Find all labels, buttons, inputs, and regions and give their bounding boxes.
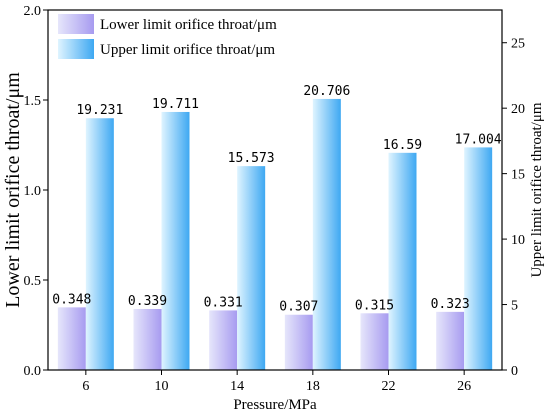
data-labels-layer: 0.348 19.231 0.339 19.711 0.331 15.573 0.307 20… — [52, 84, 502, 315]
legend-label-lower: Lower limit orifice throat/μm — [100, 17, 277, 33]
x-tick-label-6: 6 — [82, 379, 89, 394]
bar-lower-14 — [209, 310, 238, 370]
bar-upper-22 — [388, 152, 417, 370]
x-tick-label-14: 14 — [230, 379, 244, 394]
bar-upper-10 — [161, 111, 190, 370]
right-tick-label-25: 25 — [511, 37, 525, 52]
bar-lower-26 — [436, 311, 465, 370]
data-label-upper-10: 19.711 — [152, 97, 199, 112]
right-tick-label-15: 15 — [511, 168, 525, 183]
bar-upper-6 — [85, 118, 114, 371]
data-label-lower-22: 0.315 — [355, 298, 394, 313]
bar-lower-22 — [360, 313, 389, 370]
data-label-upper-18: 20.706 — [303, 84, 350, 99]
x-tick-label-18: 18 — [306, 379, 320, 394]
legend-swatch-upper — [58, 39, 94, 59]
legend: Lower limit orifice throat/μm Upper limi… — [58, 14, 277, 59]
data-label-lower-14: 0.331 — [204, 295, 243, 310]
data-label-upper-26: 17.004 — [455, 132, 502, 147]
bars-layer — [57, 98, 493, 371]
bar-upper-14 — [237, 166, 266, 370]
left-tick-label-0.5: 0.5 — [24, 274, 42, 289]
right-tick-label-10: 10 — [511, 233, 525, 248]
x-tick-label-22: 22 — [382, 379, 396, 394]
right-tick-label-5: 5 — [511, 299, 518, 314]
right-tick-label-20: 20 — [511, 102, 525, 117]
x-tick-label-26: 26 — [457, 379, 471, 394]
right-y-axis-label: Upper limit orifice throat/μm — [529, 102, 545, 277]
x-tick-label-10: 10 — [155, 379, 169, 394]
bar-upper-18 — [312, 98, 341, 370]
data-label-upper-14: 15.573 — [228, 151, 275, 166]
data-label-lower-26: 0.323 — [431, 297, 470, 312]
left-tick-label-1.0: 1.0 — [24, 184, 42, 199]
legend-swatch-lower — [58, 14, 94, 34]
data-label-upper-6: 19.231 — [76, 103, 123, 118]
left-tick-label-0.0: 0.0 — [24, 364, 42, 379]
left-tick-label-1.5: 1.5 — [24, 94, 42, 109]
left-tick-label-2.0: 2.0 — [24, 4, 42, 19]
left-y-axis-label: Lower limit orifice throat/μm — [2, 72, 24, 308]
bar-lower-6 — [57, 307, 86, 370]
plot-frame — [47, 9, 503, 371]
right-y-axis: 0 5 10 15 20 25 — [502, 37, 525, 379]
legend-label-upper: Upper limit orifice throat/μm — [100, 42, 275, 58]
bar-upper-26 — [464, 147, 493, 370]
data-label-lower-10: 0.339 — [128, 294, 167, 309]
bar-lower-18 — [284, 314, 313, 370]
bar-lower-10 — [133, 308, 162, 370]
right-tick-label-0: 0 — [511, 364, 518, 379]
x-axis: 6 10 14 18 22 26 — [82, 370, 471, 394]
data-label-lower-18: 0.307 — [279, 300, 318, 315]
data-label-upper-22: 16.59 — [383, 138, 422, 153]
x-axis-label: Pressure/MPa — [233, 397, 317, 413]
data-label-lower-6: 0.348 — [52, 292, 91, 307]
left-y-axis: 0.0 0.5 1.0 1.5 2.0 — [24, 4, 48, 379]
